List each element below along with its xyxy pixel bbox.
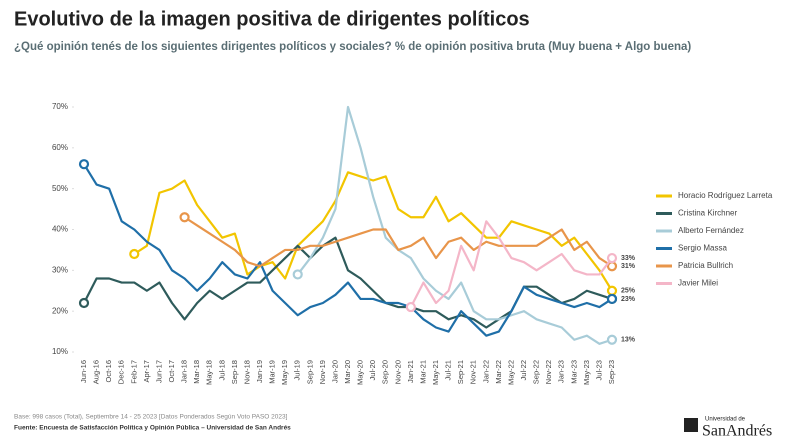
legend-label: Alberto Fernández [678, 226, 744, 235]
x-tick-label: Mar-19 [268, 360, 277, 384]
x-tick-label: Jul-22 [519, 360, 528, 380]
x-tick-label: Nov-22 [544, 360, 553, 384]
x-tick-label: Sep-22 [532, 360, 541, 384]
y-tick-label: 20% [52, 306, 68, 315]
y-tick-label: 50% [52, 184, 68, 193]
x-tick-label: Jan-23 [557, 360, 566, 383]
x-tick-label: Nov-20 [393, 360, 402, 384]
x-tick-label: Jun-16 [79, 360, 88, 383]
x-tick-label: Nov-21 [469, 360, 478, 384]
x-tick-label: Sep-21 [456, 360, 465, 384]
x-tick-label: Mar-18 [192, 360, 201, 384]
x-tick-label: May-19 [280, 360, 289, 385]
value-label: 31% [621, 263, 636, 270]
x-tick-label: Oct-16 [104, 360, 113, 383]
note: Base: 998 casos (Total), Septiembre 14 -… [14, 414, 288, 421]
x-tick-label: Jan-22 [481, 360, 490, 383]
x-tick-label: Sep-18 [230, 360, 239, 384]
legend-label: Cristina Kirchner [678, 209, 737, 218]
x-tick-label: Jan-18 [180, 360, 189, 383]
x-tick-label: May-21 [431, 360, 440, 385]
legend-label: Sergio Massa [678, 244, 727, 253]
end-marker [606, 293, 618, 305]
x-tick-label: Sep-20 [381, 360, 390, 384]
x-tick-label: Jul-19 [293, 360, 302, 380]
end-marker [606, 334, 618, 345]
x-tick-label: Mar-22 [494, 360, 503, 384]
chart-title: Evolutivo de la imagen positiva de dirig… [14, 8, 530, 30]
end-marker [292, 269, 303, 280]
x-tick-label: Apr-17 [142, 360, 151, 383]
x-tick-label: Sep-23 [607, 360, 616, 384]
end-marker [606, 285, 618, 296]
value-label: 13% [621, 337, 636, 344]
end-marker [179, 212, 190, 223]
end-marker [405, 301, 416, 313]
x-tick-label: Nov-19 [318, 360, 327, 384]
x-tick-label: Mar-21 [418, 360, 427, 384]
legend-label: Patricia Bullrich [678, 261, 733, 270]
end-marker [129, 248, 140, 260]
x-tick-label: Jan-21 [406, 360, 415, 383]
x-tick-label: Aug-16 [92, 360, 101, 384]
end-marker [606, 252, 618, 264]
legend-label: Javier Milei [678, 279, 718, 288]
chart-subtitle: ¿Qué opinión tenés de los siguientes dir… [14, 41, 691, 53]
x-tick-label: Dec-16 [117, 360, 126, 384]
x-tick-label: Sep-19 [305, 360, 314, 384]
x-tick-label: Jul-21 [444, 360, 453, 380]
x-tick-label: Jul-20 [368, 360, 377, 380]
y-tick-label: 70% [52, 102, 68, 111]
x-tick-label: Jul-18 [217, 360, 226, 380]
end-marker [78, 159, 90, 170]
y-tick-label: 60% [52, 143, 68, 152]
x-tick-label: Jan-19 [255, 360, 264, 383]
series-line [183, 216, 613, 268]
value-label: 25% [621, 288, 636, 295]
x-tick-label: Jun-17 [154, 360, 163, 383]
x-tick-label: Jul-23 [594, 360, 603, 380]
x-tick-label: Jan-20 [330, 360, 339, 383]
x-tick-label: Oct-17 [167, 360, 176, 383]
series-line [133, 171, 613, 292]
value-label: 33% [621, 255, 636, 262]
x-tick-label: Feb-17 [129, 360, 138, 384]
x-tick-label: Mar-23 [569, 360, 578, 384]
legend-label: Horacio Rodríguez Larreta [678, 191, 773, 200]
y-tick-label: 10% [52, 347, 68, 356]
x-tick-label: Mar-20 [343, 360, 352, 384]
y-tick-label: 40% [52, 225, 68, 234]
end-marker [78, 297, 90, 309]
x-tick-label: May-20 [356, 360, 365, 385]
series-line [409, 220, 613, 308]
source: Fuente: Encuesta de Satisfacción Polític… [14, 425, 291, 432]
logo-text: Universidad de [705, 417, 746, 423]
value-label: 23% [621, 296, 636, 303]
y-tick-label: 30% [52, 265, 68, 274]
x-tick-label: May-22 [506, 360, 515, 385]
logo-text: SanAndrés [702, 423, 772, 440]
x-tick-label: May-18 [205, 360, 214, 385]
x-tick-label: Nov-18 [242, 360, 251, 384]
series-line [296, 105, 613, 345]
series-line [83, 163, 613, 337]
logo-icon [684, 418, 698, 432]
x-tick-label: May-23 [582, 360, 591, 385]
